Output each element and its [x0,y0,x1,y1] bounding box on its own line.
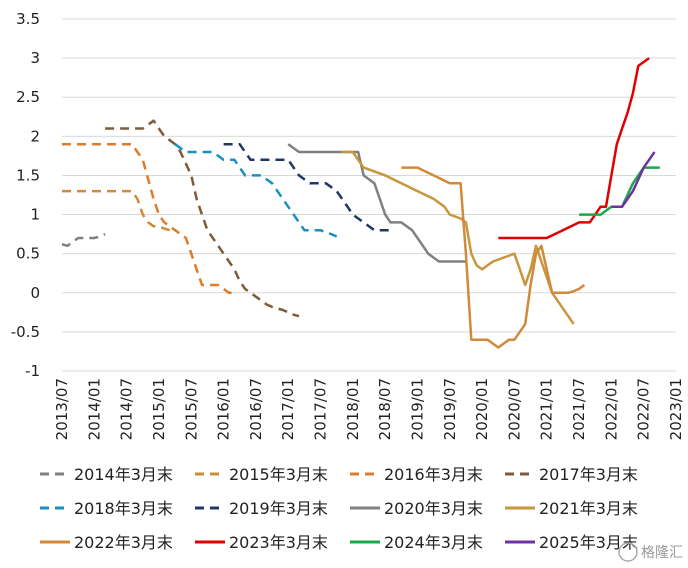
y-tick-label: 1 [30,206,40,224]
y-tick-label: 0 [30,284,40,302]
x-tick-label: 2020/07 [505,378,523,440]
x-tick-label: 2015/01 [150,378,168,440]
series-line [62,142,235,295]
legend-label: 2022年3月末 [74,533,173,552]
watermark-text: 格隆汇 [641,545,683,561]
x-tick-label: 2019/01 [408,378,426,440]
legend-label: 2024年3月末 [384,533,483,552]
x-tick-label: 2021/07 [570,378,588,440]
series-lines [61,57,660,349]
legend-label: 2018年3月末 [74,499,173,518]
watermark-icon [618,542,638,562]
y-tick-label: 0.5 [16,245,40,263]
x-tick-label: 2020/01 [473,378,491,440]
gridlines [62,18,676,372]
series-line [498,57,650,240]
legend-label: 2019年3月末 [229,499,328,518]
y-tick-label: 2.5 [16,88,40,106]
y-tick-label: 2 [30,127,40,145]
series-line [287,143,466,263]
legend-label: 2015年3月末 [229,465,328,484]
x-tick-label: 2018/01 [344,378,362,440]
x-tick-label: 2023/01 [667,378,685,440]
watermark: 格隆汇 [618,542,683,562]
x-tick-label: 2018/07 [376,378,394,440]
legend: 2014年3月末 2015年3月末 2016年3月末 2017年3月末 2018年3月末… [40,465,638,552]
series-line [401,166,586,349]
x-tick-label: 2014/01 [85,378,103,440]
x-tick-label: 2016/01 [215,378,233,440]
series-line [342,150,575,325]
x-tick-label: 2017/07 [312,378,330,440]
legend-label: 2014年3月末 [74,465,173,484]
legend-label: 2020年3月末 [384,499,483,518]
x-tick-label: 2016/07 [247,378,265,440]
y-tick-label: -1 [25,362,40,380]
x-tick-label: 2013/07 [53,378,71,440]
series-line [223,142,391,232]
legend-label: 2021年3月末 [539,499,638,518]
x-axis-ticks: 2013/07 2014/01 2014/07 2015/01 2015/07 2016/… [53,378,685,440]
legend-label: 2025年3月末 [539,533,638,552]
x-tick-label: 2021/01 [538,378,556,440]
series-line [174,143,338,238]
y-tick-label: 1.5 [16,166,40,184]
series-line [105,119,300,318]
y-tick-label: 3 [30,49,40,67]
x-tick-label: 2019/07 [441,378,459,440]
x-tick-label: 2017/01 [279,378,297,440]
y-tick-label: 3.5 [16,10,40,28]
y-tick-label: -0.5 [11,323,40,341]
x-tick-label: 2022/07 [635,378,653,440]
x-tick-label: 2022/01 [602,378,620,440]
series-line [611,151,656,208]
legend-label: 2016年3月末 [384,465,483,484]
legend-label: 2023年3月末 [229,533,328,552]
legend-label: 2017年3月末 [539,465,638,484]
x-tick-label: 2015/07 [182,378,200,440]
series-line [61,232,106,248]
x-tick-label: 2014/07 [118,378,136,440]
y-axis-ticks: 3.5 3 2.5 2 1.5 1 0.5 0 -0.5 -1 [11,10,40,380]
